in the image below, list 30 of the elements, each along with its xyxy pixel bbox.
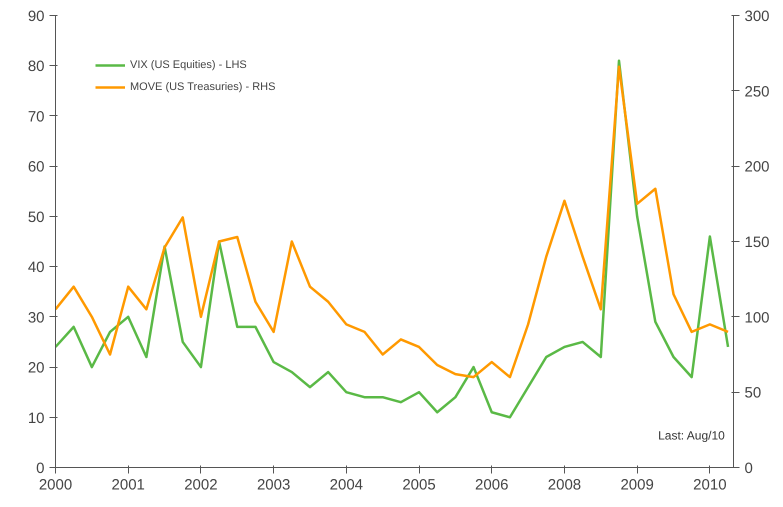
- y2-tick-label: 250: [744, 83, 770, 100]
- y-tick-label: 80: [28, 58, 45, 76]
- legend-label: VIX (US Equities) - LHS: [130, 59, 247, 71]
- x-tick-label: 2000: [38, 476, 72, 494]
- y-tick-label: 0: [36, 460, 44, 477]
- x-tick-label: 2002: [184, 476, 218, 494]
- y-tick-label: 40: [28, 259, 45, 276]
- y2-tick-label: 300: [744, 8, 770, 25]
- annotation: Last: Aug/10: [658, 428, 726, 442]
- y-tick-label: 60: [28, 158, 45, 176]
- y-tick-label: 50: [28, 208, 45, 226]
- y2-tick-label: 0: [744, 460, 753, 477]
- y-tick-label: 70: [28, 108, 45, 126]
- y2-tick-label: 150: [744, 234, 770, 251]
- y2-tick-label: 100: [744, 309, 770, 326]
- x-tick-label: 2010: [693, 476, 727, 494]
- y2-tick-label: 50: [744, 384, 762, 402]
- x-tick-label: 2009: [620, 476, 654, 494]
- x-tick-label: 2001: [112, 476, 145, 494]
- x-tick-label: 2003: [256, 476, 290, 494]
- y-tick-label: 90: [28, 8, 45, 25]
- y-tick-label: 20: [28, 360, 45, 377]
- y-tick-label: 30: [28, 309, 45, 326]
- legend-label: MOVE (US Treasuries) - RHS: [130, 81, 276, 93]
- x-tick-label: 2008: [548, 476, 582, 494]
- x-tick-label: 2006: [475, 476, 508, 494]
- y2-tick-label: 200: [744, 158, 770, 176]
- x-tick-label: 2005: [402, 476, 436, 494]
- y-tick-label: 10: [28, 410, 45, 427]
- x-tick-label: 2004: [330, 476, 364, 494]
